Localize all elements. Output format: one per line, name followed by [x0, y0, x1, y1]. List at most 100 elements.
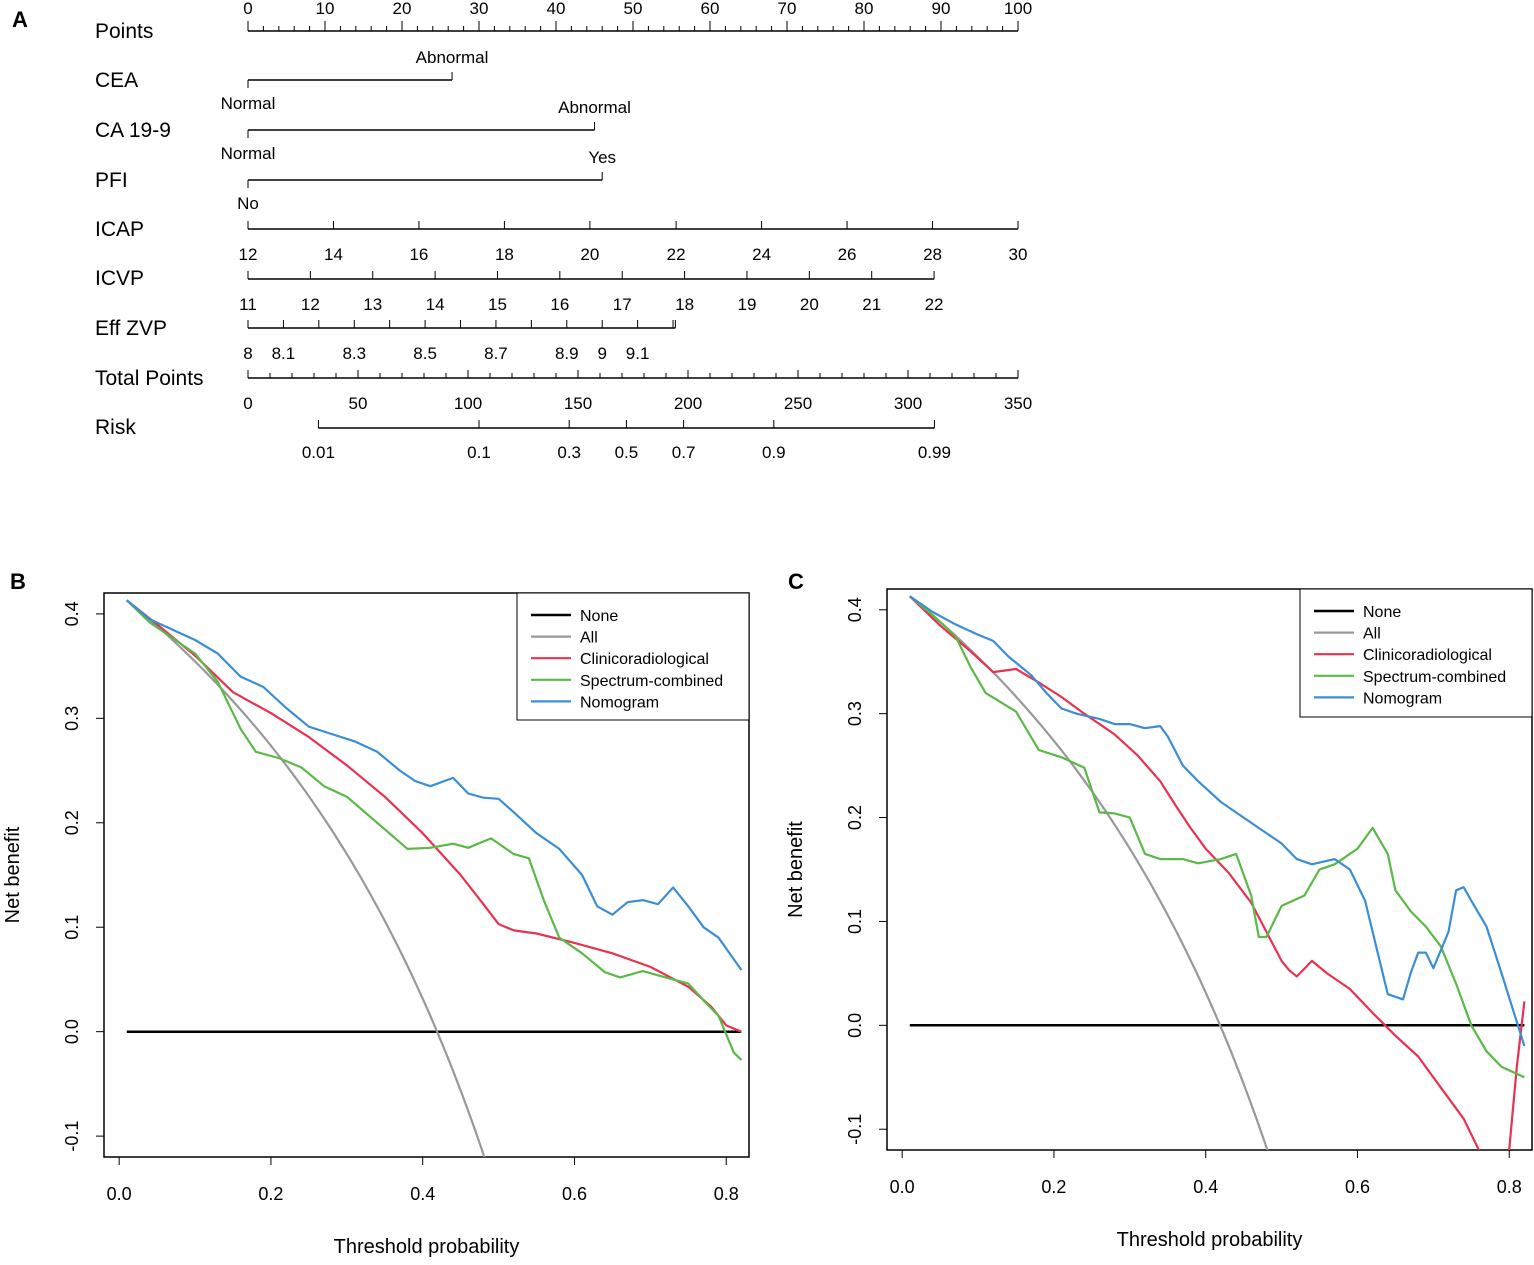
- points-tick-label: 50: [624, 0, 643, 18]
- series-line-spectrum-combined: [126, 599, 743, 1061]
- continuous-tick-label: 8.5: [413, 344, 437, 363]
- series-line-spectrum-combined: [909, 595, 1525, 1079]
- risk-tick-label: 0.9: [762, 443, 786, 462]
- continuous-tick-label: 18: [675, 295, 694, 314]
- points-tick-label: 20: [393, 0, 412, 18]
- total-points-tick-label: 150: [564, 394, 592, 413]
- legend-label: Clinicoradiological: [1363, 647, 1492, 664]
- legend-label: All: [1363, 626, 1381, 643]
- plot-frame: [103, 592, 750, 1158]
- total-points-tick-label: 250: [784, 394, 812, 413]
- y-tick-label: 0.3: [845, 701, 865, 726]
- plot-series-group: [126, 599, 743, 1157]
- y-tick-label: 0.2: [845, 805, 865, 830]
- panel-letter-c: C: [788, 569, 804, 594]
- points-tick-label: 80: [855, 0, 874, 18]
- x-axis-title: Threshold probability: [334, 1236, 520, 1258]
- continuous-tick-label: 17: [613, 295, 632, 314]
- risk-tick-label: 0.3: [557, 443, 581, 462]
- x-tick-label: 0.4: [410, 1184, 435, 1204]
- points-tick-label: 0: [243, 0, 252, 18]
- continuous-tick-label: 30: [1009, 245, 1028, 264]
- nomogram-row-label: ICAP: [95, 218, 144, 241]
- continuous-tick-label: 11: [239, 295, 257, 314]
- continuous-tick-label: 12: [301, 295, 320, 314]
- risk-tick-label: 0.99: [918, 443, 951, 462]
- nomogram-row-label: Risk: [95, 416, 136, 439]
- continuous-tick-label: 28: [923, 245, 942, 264]
- continuous-tick-label: 13: [363, 295, 382, 314]
- continuous-tick-label: 8.7: [484, 344, 508, 363]
- categorical-level-label: No: [237, 194, 259, 213]
- categorical-level-label: Yes: [588, 148, 616, 167]
- categorical-level-label: Normal: [221, 144, 276, 163]
- continuous-tick-label: 8: [243, 344, 252, 363]
- continuous-tick-label: 9: [597, 344, 606, 363]
- risk-tick-label: 0.7: [672, 443, 696, 462]
- legend-label: Clinicoradiological: [580, 651, 709, 668]
- risk-tick-label: 0.5: [615, 443, 639, 462]
- categorical-level-label: Abnormal: [558, 98, 631, 117]
- categorical-level-label: Normal: [221, 94, 276, 113]
- continuous-tick-label: 15: [488, 295, 507, 314]
- total-points-tick-label: 0: [243, 394, 252, 413]
- dca-panel-c: 0.0 0.2 0.4 0.6 0.8 -0.1 0.0 0.1 0.2 0.3 0.4 Thresh…: [785, 588, 1533, 1251]
- panel-letter-a: A: [12, 7, 28, 32]
- continuous-tick-label: 9.1: [626, 344, 650, 363]
- legend-label: Spectrum-combined: [580, 673, 723, 690]
- continuous-tick-label: 8.9: [555, 344, 579, 363]
- x-tick-label: 0.2: [1041, 1177, 1066, 1197]
- legend-label: Spectrum-combined: [1363, 669, 1506, 686]
- x-tick-label: 0.0: [107, 1184, 132, 1204]
- total-points-tick-label: 200: [674, 394, 702, 413]
- continuous-tick-label: 22: [667, 245, 686, 264]
- points-tick-label: 70: [778, 0, 797, 18]
- continuous-tick-label: 26: [838, 245, 857, 264]
- points-tick-label: 40: [547, 0, 566, 18]
- risk-tick-label: 0.1: [467, 443, 491, 462]
- x-tick-label: 0.2: [258, 1184, 283, 1204]
- nomogram-row-label: ICVP: [95, 267, 144, 290]
- nomogram-row-label: Total Points: [95, 367, 204, 390]
- y-tick-label: 0.2: [62, 810, 82, 835]
- continuous-tick-label: 20: [580, 245, 599, 264]
- series-line-all: [126, 599, 486, 1157]
- y-tick-label: 0.4: [845, 597, 865, 622]
- y-tick-label: 0.3: [62, 706, 82, 731]
- nomogram-row-label: CEA: [95, 69, 138, 92]
- continuous-tick-label: 16: [550, 295, 569, 314]
- nomogram-row-label: Eff ZVP: [95, 317, 167, 340]
- legend-label: Nomogram: [580, 694, 659, 711]
- y-tick-label: 0.1: [845, 909, 865, 934]
- continuous-tick-label: 8.3: [342, 344, 366, 363]
- x-tick-label: 0.6: [562, 1184, 587, 1204]
- points-tick-label: 30: [470, 0, 489, 18]
- y-tick-label: 0.1: [62, 915, 82, 940]
- x-tick-label: 0.4: [1193, 1177, 1218, 1197]
- continuous-tick-label: 21: [862, 295, 881, 314]
- legend-label: All: [580, 630, 598, 647]
- x-tick-label: 0.6: [1345, 1177, 1370, 1197]
- series-line-nomogram: [909, 595, 1526, 1047]
- categorical-level-label: Abnormal: [416, 48, 489, 67]
- legend-label: Nomogram: [1363, 690, 1442, 707]
- continuous-tick-label: 8.1: [272, 344, 296, 363]
- plot-series-group: [909, 595, 1526, 1150]
- y-tick-label: 0.4: [62, 601, 82, 626]
- x-tick-label: 0.8: [714, 1184, 739, 1204]
- points-tick-label: 90: [932, 0, 951, 18]
- total-points-tick-label: 350: [1004, 394, 1032, 413]
- continuous-tick-label: 16: [409, 245, 428, 264]
- y-tick-label: 0.0: [62, 1019, 82, 1044]
- series-line-clinicoradiological: [909, 595, 1526, 1150]
- risk-tick-label: 0.01: [302, 443, 335, 462]
- continuous-tick-label: 14: [426, 295, 445, 314]
- y-tick-label: 0.0: [845, 1013, 865, 1038]
- series-line-nomogram: [126, 599, 743, 971]
- continuous-tick-label: 14: [324, 245, 343, 264]
- y-axis-title: Net benefit: [2, 826, 24, 923]
- x-tick-label: 0.0: [890, 1177, 915, 1197]
- legend-label: None: [1363, 604, 1401, 621]
